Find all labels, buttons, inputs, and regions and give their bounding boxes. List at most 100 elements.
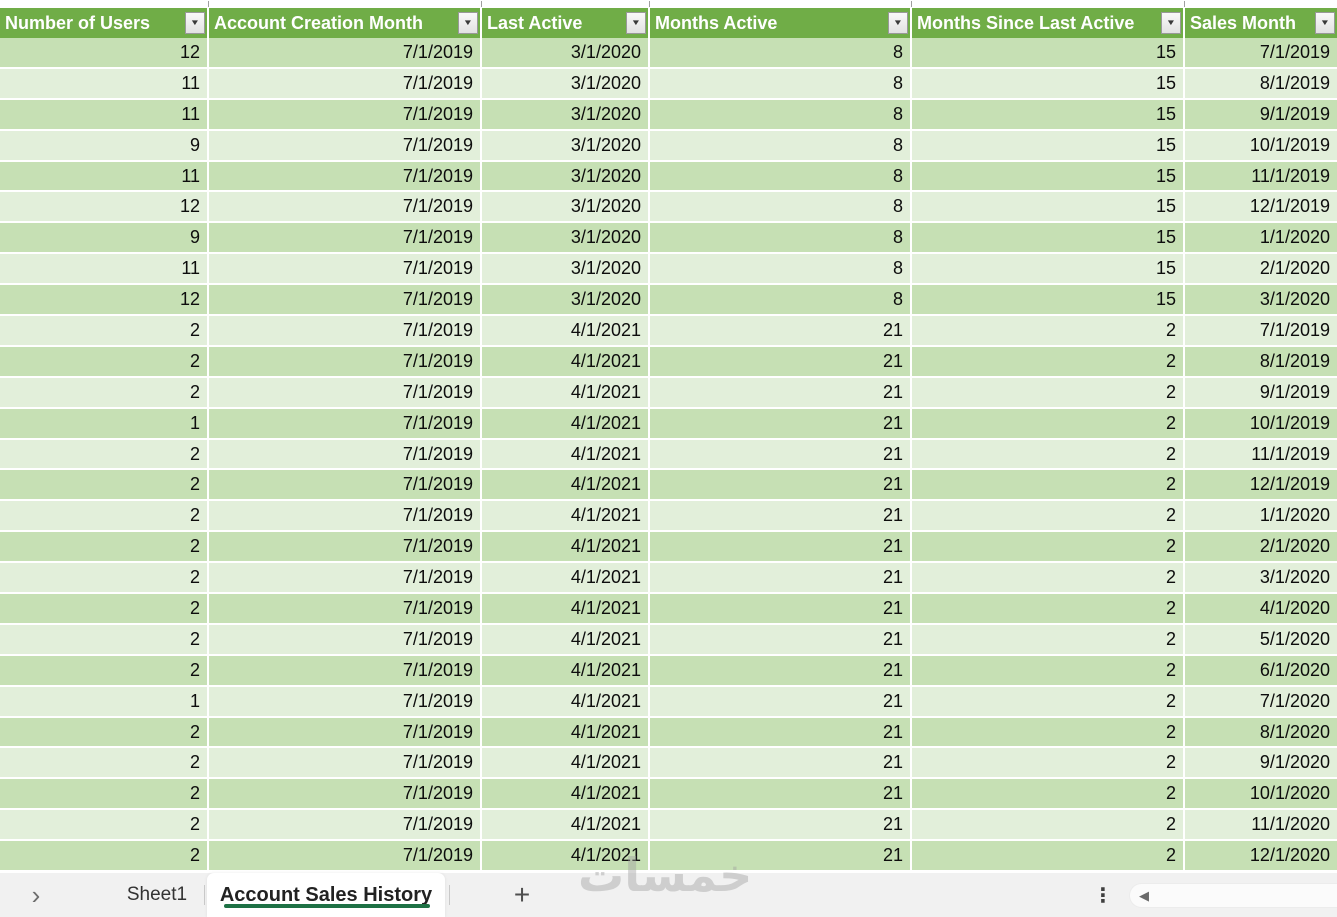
sheet-nav-button[interactable]: › [20,873,52,917]
table-cell[interactable]: 7/1/2019 [209,594,482,623]
table-cell[interactable]: 1/1/2020 [1259,227,1330,248]
table-cell[interactable]: 7/1/2019 [209,810,482,840]
table-cell[interactable]: 2 [0,563,209,593]
table-cell[interactable]: 2 [0,748,209,778]
table-cell[interactable]: 11 [0,68,209,98]
table-cell[interactable]: 7/1/2019 [209,408,482,438]
table-cell[interactable]: 2 [0,532,209,562]
table-cell[interactable]: 2 [912,594,1185,623]
table-cell[interactable]: 21 [650,779,912,809]
table-cell[interactable]: 10/1/2020 [1249,783,1330,804]
table-cell[interactable]: 7/1/2019 [209,346,482,376]
table-cell[interactable]: 8 [650,38,912,67]
table-cell[interactable]: 2 [0,594,209,623]
table-cell[interactable]: 2 [912,717,1185,747]
table-cell[interactable]: 3/1/2020 [482,223,650,253]
horizontal-scrollbar[interactable]: ◀ [1129,883,1337,908]
table-cell[interactable]: 2 [912,563,1185,593]
table-cell[interactable]: 7/1/2019 [209,624,482,654]
table-cell[interactable]: 21 [650,748,912,778]
table-cell[interactable]: 4/1/2021 [482,439,650,469]
table-cell[interactable]: 12 [0,192,209,222]
table-cell[interactable]: 8/1/2020 [1259,721,1330,742]
table-cell[interactable]: 10/1/2019 [1249,134,1330,155]
table-cell[interactable]: 21 [650,316,912,345]
table-cell[interactable]: 2 [912,841,1185,871]
table-cell[interactable]: 9/1/2019 [1259,381,1330,402]
table-cell[interactable]: 3/1/2020 [482,192,650,222]
filter-dropdown-button[interactable]: ▼ [888,12,908,34]
table-cell[interactable]: 2 [912,316,1185,345]
table-cell[interactable]: 7/1/2019 [209,655,482,685]
table-cell[interactable]: 15 [912,130,1185,160]
table-cell[interactable]: 4/1/2021 [482,655,650,685]
table-cell[interactable]: 21 [650,717,912,747]
table-cell[interactable]: 7/1/2020 [1259,690,1330,711]
table-cell[interactable]: 7/1/2019 [209,563,482,593]
table-cell[interactable]: 8 [650,223,912,253]
table-cell[interactable]: 8/1/2019 [1259,350,1330,371]
table-cell[interactable]: 2 [0,470,209,500]
table-cell[interactable]: 10/1/2019 [1249,412,1330,433]
table-cell[interactable]: 4/1/2021 [482,841,650,871]
more-options-button[interactable]: ⋮ [1090,873,1116,917]
table-cell[interactable]: 8 [650,68,912,98]
table-cell[interactable]: 7/1/2019 [1259,41,1330,62]
table-cell[interactable]: 1 [0,408,209,438]
table-cell[interactable]: 2 [912,748,1185,778]
tab-sheet1[interactable]: Sheet1 [126,884,188,905]
table-cell[interactable]: 5/1/2020 [1259,628,1330,649]
table-cell[interactable]: 7/1/2019 [209,439,482,469]
table-cell[interactable]: 9/1/2019 [1259,103,1330,124]
table-cell[interactable]: 7/1/2019 [209,223,482,253]
table-cell[interactable]: 12/1/2019 [1249,474,1330,495]
table-cell[interactable]: 7/1/2019 [209,532,482,562]
filter-dropdown-button[interactable]: ▼ [185,12,205,34]
table-cell[interactable]: 2 [0,501,209,531]
table-cell[interactable]: 7/1/2019 [209,254,482,284]
table-cell[interactable]: 15 [912,161,1185,191]
table-cell[interactable]: 1 [0,686,209,716]
table-cell[interactable]: 7/1/2019 [209,130,482,160]
table-cell[interactable]: 21 [650,655,912,685]
table-cell[interactable]: 7/1/2019 [1259,319,1330,340]
filter-dropdown-button[interactable]: ▼ [1315,12,1335,34]
table-cell[interactable]: 2 [912,377,1185,407]
table-cell[interactable]: 2 [912,810,1185,840]
table-cell[interactable]: 2 [912,408,1185,438]
table-cell[interactable]: 2/1/2020 [1259,536,1330,557]
table-cell[interactable]: 7/1/2019 [209,717,482,747]
table-cell[interactable]: 15 [912,192,1185,222]
table-cell[interactable]: 15 [912,285,1185,315]
table-cell[interactable]: 2 [0,377,209,407]
table-cell[interactable]: 2 [912,501,1185,531]
table-cell[interactable]: 21 [650,810,912,840]
table-cell[interactable]: 3/1/2020 [482,99,650,129]
table-cell[interactable]: 21 [650,470,912,500]
table-cell[interactable]: 21 [650,594,912,623]
table-cell[interactable]: 12/1/2019 [1249,196,1330,217]
table-cell[interactable]: 2 [0,655,209,685]
table-cell[interactable]: 9/1/2020 [1259,752,1330,773]
table-cell[interactable]: 7/1/2019 [209,470,482,500]
table-cell[interactable]: 8 [650,192,912,222]
table-cell[interactable]: 2 [0,717,209,747]
table-cell[interactable]: 8/1/2019 [1259,72,1330,93]
table-cell[interactable]: 11 [0,254,209,284]
table-cell[interactable]: 15 [912,99,1185,129]
table-cell[interactable]: 2 [0,779,209,809]
table-cell[interactable]: 21 [650,563,912,593]
table-cell[interactable]: 21 [650,439,912,469]
table-cell[interactable]: 4/1/2021 [482,717,650,747]
table-cell[interactable]: 4/1/2021 [482,470,650,500]
table-cell[interactable]: 3/1/2020 [1259,289,1330,310]
table-cell[interactable]: 3/1/2020 [482,130,650,160]
table-cell[interactable]: 8 [650,99,912,129]
table-cell[interactable]: 21 [650,501,912,531]
table-cell[interactable]: 7/1/2019 [209,38,482,67]
table-cell[interactable]: 4/1/2021 [482,408,650,438]
table-cell[interactable]: 8 [650,161,912,191]
table-cell[interactable]: 2 [0,841,209,871]
table-cell[interactable]: 15 [912,223,1185,253]
table-cell[interactable]: 7/1/2019 [209,501,482,531]
